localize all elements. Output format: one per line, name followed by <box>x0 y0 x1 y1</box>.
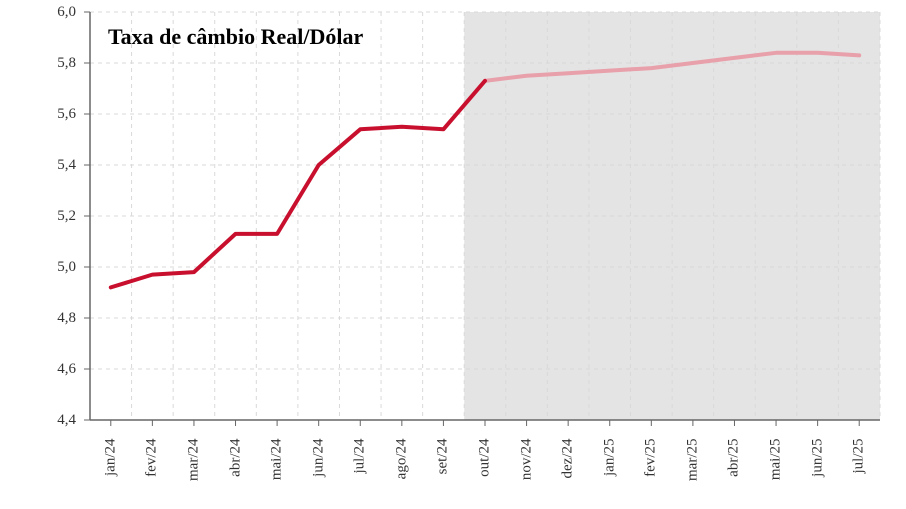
y-tick-label: 6,0 <box>0 4 76 21</box>
y-tick-label: 5,8 <box>0 55 76 72</box>
x-tick-label: dez/24 <box>560 439 577 509</box>
x-tick-label: out/24 <box>477 439 494 509</box>
y-tick-label: 5,6 <box>0 106 76 123</box>
chart-title: Taxa de câmbio Real/Dólar <box>108 24 363 50</box>
y-tick-label: 5,2 <box>0 208 76 225</box>
x-tick-label: jul/25 <box>851 439 868 509</box>
x-tick-label: jan/25 <box>601 439 618 509</box>
x-tick-label: abr/25 <box>726 439 743 509</box>
y-tick-label: 4,6 <box>0 361 76 378</box>
x-tick-label: set/24 <box>435 439 452 509</box>
x-tick-label: jul/24 <box>352 439 369 509</box>
x-tick-label: jun/25 <box>809 439 826 509</box>
x-tick-label: mai/24 <box>269 439 286 509</box>
y-tick-label: 5,0 <box>0 259 76 276</box>
x-tick-label: jun/24 <box>310 439 327 509</box>
x-tick-label: mar/25 <box>684 439 701 509</box>
chart-canvas <box>0 0 906 509</box>
exchange-rate-chart: Taxa de câmbio Real/Dólar 4,4 4,6 4,8 5,0 5,… <box>0 0 906 509</box>
x-tick-label: nov/24 <box>518 439 535 509</box>
y-tick-label: 4,8 <box>0 310 76 327</box>
x-tick-label: abr/24 <box>227 439 244 509</box>
x-tick-label: mar/24 <box>185 439 202 509</box>
x-tick-label: jan/24 <box>102 439 119 509</box>
x-tick-label: ago/24 <box>393 439 410 509</box>
x-tick-label: fev/25 <box>643 439 660 509</box>
y-tick-label: 4,4 <box>0 412 76 429</box>
x-tick-label: mai/25 <box>768 439 785 509</box>
x-tick-label: fev/24 <box>144 439 161 509</box>
y-tick-label: 5,4 <box>0 157 76 174</box>
